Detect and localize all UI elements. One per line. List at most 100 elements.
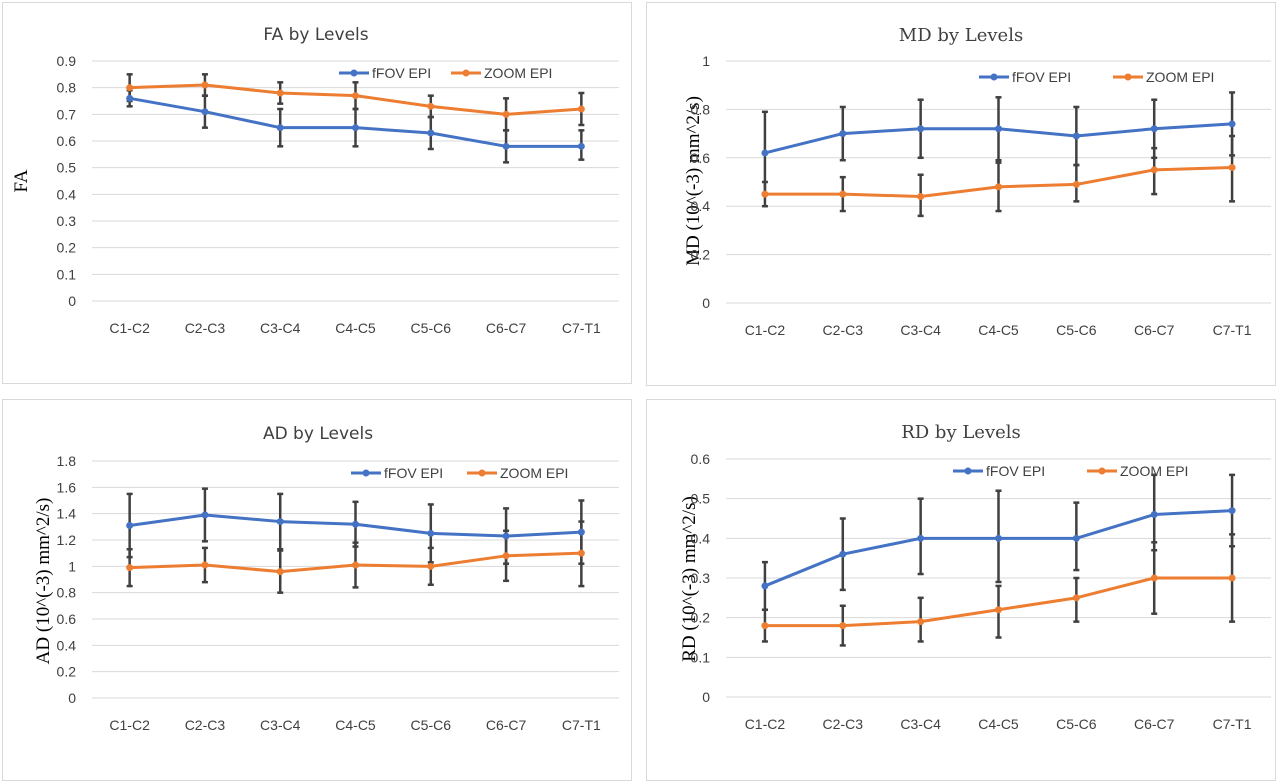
- fa-y-tick-label: 0.8: [57, 80, 77, 96]
- md-legend-marker: [990, 73, 998, 81]
- fa-y-tick-label: 0.9: [57, 53, 77, 69]
- rd-legend-marker: [1098, 467, 1106, 475]
- md-y-tick-label: 0.2: [691, 247, 711, 263]
- ad-y-tick-label: 1.8: [57, 453, 77, 469]
- rd-y-tick-label: 0.1: [691, 649, 711, 665]
- md-data-point: [917, 193, 925, 201]
- md-data-point: [1072, 132, 1080, 140]
- ad-chart-title: AD by Levels: [263, 424, 373, 444]
- fa-data-point: [201, 81, 209, 89]
- fa-data-point: [276, 124, 284, 132]
- md-legend-label: fFOV EPI: [1012, 69, 1071, 85]
- rd-x-tick-label: C1-C2: [745, 716, 786, 732]
- md-y-tick-label: 0.4: [691, 198, 711, 214]
- ad-data-point: [276, 518, 284, 526]
- fa-x-tick-label: C4-C5: [335, 320, 376, 336]
- fa-x-tick-label: C3-C4: [260, 320, 301, 336]
- md-y-tick-label: 0.6: [691, 150, 711, 166]
- fa-data-point: [577, 105, 585, 113]
- rd-y-tick-label: 0.5: [691, 491, 711, 507]
- fa-data-point: [352, 92, 359, 100]
- ad-data-point: [352, 520, 359, 528]
- fa-data-point: [502, 110, 510, 118]
- rd-x-tick-label: C6-C7: [1134, 716, 1175, 732]
- ad-y-axis-label: AD (10^(-3) mm^2/s): [33, 498, 54, 665]
- md-y-tick-label: 0: [702, 295, 710, 311]
- fa-y-tick-label: 0.2: [57, 240, 77, 256]
- rd-x-tick-label: C5-C6: [1056, 716, 1097, 732]
- md-x-tick-label: C6-C7: [1134, 322, 1175, 338]
- rd-x-tick-label: C7-T1: [1213, 716, 1252, 732]
- ad-data-point: [126, 564, 134, 572]
- ad-data-point: [201, 511, 209, 519]
- md-x-tick-label: C7-T1: [1213, 322, 1252, 338]
- rd-data-point: [761, 582, 769, 590]
- fa-chart-svg: FA by Levels FA 0 0.1 0.2 0.3 0.4 0.5 0.6 0.7 0.8 0…: [11, 25, 619, 336]
- md-chart-title: MD by Levels: [899, 25, 1023, 46]
- ad-y-tick-label: 0.6: [57, 611, 77, 627]
- md-x-tick-label: C2-C3: [823, 322, 864, 338]
- ad-x-tick-label: C2-C3: [185, 717, 226, 733]
- fa-x-tick-label: C5-C6: [411, 320, 452, 336]
- rd-data-point: [995, 606, 1002, 614]
- fa-x-tick-label: C2-C3: [185, 320, 226, 336]
- fa-y-tick-label: 0: [68, 293, 76, 309]
- rd-data-point: [839, 550, 847, 558]
- fa-data-point: [201, 108, 209, 116]
- fa-y-axis-label: FA: [11, 169, 32, 192]
- rd-y-tick-label: 0.4: [691, 530, 711, 546]
- fa-x-tick-label: C6-C7: [486, 320, 527, 336]
- md-y-axis-label: MD (10^(-3) mm^2/s): [683, 96, 704, 266]
- rd-y-tick-label: 0: [702, 689, 710, 705]
- fa-legend-label: ZOOM EPI: [484, 65, 552, 81]
- ad-data-point: [502, 552, 510, 560]
- ad-y-tick-label: 1.4: [57, 506, 77, 522]
- rd-data-point: [1150, 511, 1158, 519]
- fa-y-tick-label: 0.4: [57, 186, 77, 202]
- ad-x-tick-label: C6-C7: [486, 717, 527, 733]
- ad-data-point: [427, 562, 435, 570]
- fa-data-point: [126, 94, 134, 102]
- rd-y-tick-label: 0.2: [691, 610, 711, 626]
- fa-data-point: [352, 124, 359, 132]
- fa-data-point: [502, 142, 510, 150]
- ad-legend-label: ZOOM EPI: [500, 465, 568, 481]
- ad-y-tick-label: 0: [68, 690, 76, 706]
- fa-x-tick-label: C7-T1: [562, 320, 601, 336]
- md-legend-marker: [1124, 73, 1132, 81]
- ad-data-point: [126, 522, 134, 530]
- ad-data-point: [577, 528, 585, 536]
- md-y-tick-label: 0.8: [691, 101, 711, 117]
- ad-y-tick-label: 0.2: [57, 664, 77, 680]
- ad-data-point: [352, 561, 359, 569]
- rd-data-point: [1150, 574, 1158, 582]
- rd-data-point: [995, 534, 1002, 542]
- md-y-tick-label: 1: [702, 53, 710, 69]
- ad-legend-marker: [362, 469, 370, 477]
- rd-y-tick-label: 0.3: [691, 570, 711, 586]
- md-data-point: [995, 183, 1002, 191]
- fa-y-tick-label: 0.3: [57, 213, 77, 229]
- md-x-tick-label: C1-C2: [745, 322, 786, 338]
- rd-data-point: [839, 622, 847, 630]
- rd-legend-label: ZOOM EPI: [1120, 463, 1188, 479]
- fa-y-tick-label: 0.6: [57, 133, 77, 149]
- md-data-point: [1228, 120, 1236, 128]
- ad-y-tick-label: 0.8: [57, 585, 77, 601]
- rd-data-point: [1072, 594, 1080, 602]
- md-data-point: [1150, 166, 1158, 174]
- ad-x-tick-label: C5-C6: [411, 717, 452, 733]
- rd-data-point: [761, 622, 769, 630]
- fa-legend-marker: [350, 69, 358, 77]
- md-data-point: [839, 190, 847, 198]
- md-chart-svg: MD by Levels MD (10^(-3) mm^2/s) 0 0.2 0.4 0.…: [683, 25, 1271, 338]
- md-chart-panel: MD by Levels MD (10^(-3) mm^2/s) 0 0.2 0.4 0.…: [646, 2, 1276, 386]
- ad-x-tick-label: C4-C5: [335, 717, 376, 733]
- md-x-tick-label: C3-C4: [900, 322, 941, 338]
- md-data-point: [761, 190, 769, 198]
- ad-chart-panel: AD by Levels AD (10^(-3) mm^2/s) 0 0.2 0.4 0.…: [2, 399, 632, 781]
- rd-x-tick-label: C3-C4: [900, 716, 941, 732]
- ad-chart-svg: AD by Levels AD (10^(-3) mm^2/s) 0 0.2 0.4 0.…: [33, 424, 619, 733]
- fa-data-point: [427, 129, 435, 137]
- ad-y-tick-label: 0.4: [57, 637, 77, 653]
